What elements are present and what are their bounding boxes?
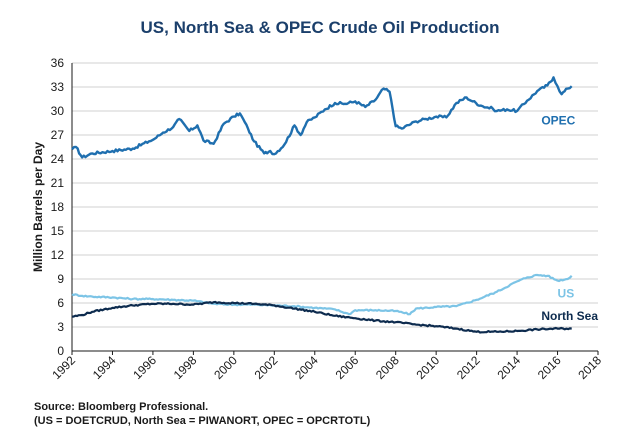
- x-tick-label: 2010: [413, 353, 442, 382]
- source-note: Source: Bloomberg Professional.: [34, 401, 209, 413]
- series-line-north-sea: [71, 300, 572, 334]
- x-tick-label: 2004: [292, 353, 321, 382]
- x-tick-label: 2016: [535, 353, 564, 382]
- x-tick-label: 2006: [333, 353, 362, 382]
- y-tick-label: 9: [57, 272, 64, 286]
- series-line-us: [71, 273, 573, 316]
- x-tick-label: 1992: [49, 353, 78, 382]
- series-label-north-sea: North Sea: [541, 309, 598, 323]
- y-tick-label: 36: [51, 56, 65, 70]
- y-tick-label: 30: [51, 104, 65, 118]
- x-tick-label: 1998: [171, 353, 200, 382]
- x-tick-label: 2002: [252, 353, 281, 382]
- y-tick-label: 3: [57, 320, 64, 334]
- y-tick-label: 6: [57, 296, 64, 310]
- x-tick-label: 2014: [494, 353, 523, 382]
- x-tick-label: 1994: [90, 353, 119, 382]
- series-label-opec: OPEC: [541, 114, 575, 128]
- x-tick-label: 2008: [373, 353, 402, 382]
- x-tick-label: 2012: [454, 353, 483, 382]
- y-tick-label: 24: [51, 152, 65, 166]
- y-tick-label: 33: [51, 80, 65, 94]
- series-labels: OPEC US North Sea: [541, 114, 598, 323]
- y-tick-label: 0: [57, 344, 64, 358]
- series-label-us: US: [558, 286, 575, 300]
- gridlines: [72, 62, 598, 328]
- y-axis-title: Million Barrels per Day: [31, 142, 45, 272]
- y-tick-label: 27: [51, 128, 65, 142]
- x-tick-label: 1996: [130, 353, 159, 382]
- series-lines: [71, 76, 573, 334]
- y-tick-label: 21: [51, 176, 65, 190]
- x-tick-label: 2000: [211, 353, 240, 382]
- chart-title: US, North Sea & OPEC Crude Oil Productio…: [140, 18, 500, 37]
- y-tick-label: 15: [51, 224, 65, 238]
- series-line-opec: [71, 76, 573, 159]
- y-tick-label: 18: [51, 200, 65, 214]
- y-tick-label: 12: [51, 248, 65, 262]
- x-tick-label: 2018: [575, 353, 604, 382]
- source-codes: (US = DOETCRUD, North Sea = PIWANORT, OP…: [34, 415, 371, 427]
